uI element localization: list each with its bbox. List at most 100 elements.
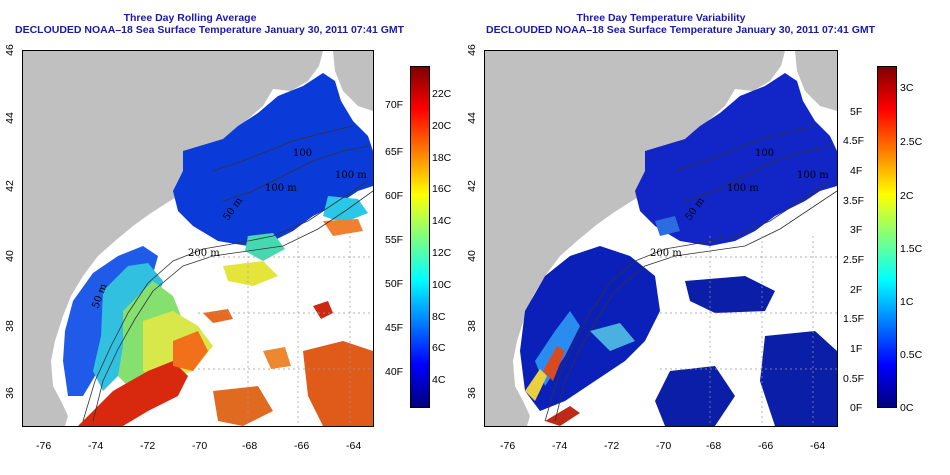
left-xtick-label: -68 — [242, 440, 258, 452]
left-ytick-label: 38 — [3, 320, 16, 332]
right-title-line1: Three Day Temperature Variability — [576, 12, 746, 24]
right-cbar-fahrenheit-label: 2F — [850, 284, 863, 296]
left-xtick-label: -70 — [192, 440, 208, 452]
right-cbar-fahrenheit-label: 2.5F — [843, 254, 865, 266]
right-xtick-label: -72 — [604, 440, 620, 452]
right-nova-scotia — [795, 51, 837, 111]
right-low-variability — [635, 73, 837, 246]
left-xtick-label: -64 — [346, 440, 362, 452]
right-map-canvas: 100 100 m 100 m 50 m 200 m — [485, 51, 837, 426]
right-cbar-celsius-label: 2C — [900, 190, 914, 202]
left-cbar-fahrenheit-label: 55F — [385, 234, 404, 246]
left-gulf-stream-orange — [173, 331, 208, 371]
left-xtick-label: -76 — [36, 440, 52, 452]
left-ytick-label: 46 — [3, 44, 16, 56]
left-cold-shelf-water — [173, 73, 373, 246]
right-island — [563, 62, 571, 68]
right-xtick-label: -74 — [552, 440, 568, 452]
left-landmass — [23, 51, 323, 426]
left-cbar-celsius-label: 10C — [432, 279, 452, 291]
right-title-line2: DECLOUDED NOAA–18 Sea Surface Temperatur… — [486, 24, 876, 36]
left-nova-scotia — [333, 51, 373, 111]
left-cbar-celsius-label: 18C — [432, 152, 452, 164]
left-cbar-celsius-label: 14C — [432, 215, 452, 227]
left-island — [101, 62, 109, 68]
left-ytick-label: 42 — [3, 180, 16, 192]
left-cbar-celsius-label: 22C — [432, 88, 452, 100]
right-colorbar — [877, 66, 897, 408]
left-contour-line — [82, 180, 369, 422]
left-grid — [198, 236, 373, 426]
right-xtick-label: -66 — [758, 440, 774, 452]
right-cbar-fahrenheit-label: 5F — [850, 106, 863, 118]
left-contour-line — [92, 190, 373, 422]
right-ytick-label: 36 — [465, 387, 478, 399]
left-ytick-label: 40 — [3, 250, 16, 262]
left-warm-patch — [213, 386, 273, 426]
right-landmass — [485, 51, 785, 426]
right-ytick-label: 44 — [465, 112, 478, 124]
right-xtick-label: -70 — [656, 440, 672, 452]
right-xtick-label: -68 — [706, 440, 722, 452]
left-xtick-label: -66 — [294, 440, 310, 452]
right-contour-label: 100 m — [727, 183, 759, 194]
left-cbar-celsius-label: 12C — [432, 247, 452, 259]
left-warm-patch — [263, 347, 291, 369]
right-island — [587, 105, 593, 121]
right-contour-line — [544, 180, 831, 422]
left-cbar-fahrenheit-label: 50F — [385, 278, 404, 290]
right-cbar-fahrenheit-label: 0F — [850, 402, 863, 414]
right-low-variability — [655, 366, 735, 426]
right-low-variability — [685, 276, 775, 313]
left-cbar-fahrenheit-label: 65F — [385, 146, 404, 158]
left-map-canvas: 100 100 m 100 m 50 m 200 m 50 m — [23, 51, 373, 426]
right-ytick-label: 40 — [465, 250, 478, 262]
left-cbar-celsius-label: 16C — [432, 183, 452, 195]
right-xtick-label: -64 — [810, 440, 826, 452]
right-ytick-label: 38 — [465, 320, 478, 332]
right-xtick-label: -76 — [500, 440, 516, 452]
left-ytick-label: 36 — [3, 387, 16, 399]
left-warm-patch — [303, 341, 373, 426]
right-contour-line — [674, 125, 816, 172]
left-contour-line — [212, 125, 354, 172]
left-cbar-celsius-label: 6C — [432, 342, 446, 354]
right-cbar-fahrenheit-label: 4F — [850, 165, 863, 177]
right-grid — [660, 236, 837, 426]
right-cbar-fahrenheit-label: 4.5F — [843, 135, 865, 147]
left-warm-patch — [203, 309, 233, 323]
left-cbar-celsius-label: 20C — [432, 120, 452, 132]
left-cbar-fahrenheit-label: 60F — [385, 190, 404, 202]
right-cbar-celsius-label: 3C — [900, 82, 914, 94]
left-contour-line — [222, 145, 369, 202]
left-contour-label: 100 m — [265, 183, 297, 194]
right-high-variability — [525, 369, 547, 401]
left-cbar-celsius-label: 8C — [432, 311, 446, 323]
right-low-variability — [760, 331, 837, 426]
right-mid-variability — [655, 216, 680, 236]
left-contour-label: 100 m — [335, 170, 367, 181]
left-sst-map: 100 100 m 100 m 50 m 200 m 50 m — [22, 50, 374, 427]
left-island — [125, 105, 131, 121]
left-colorbar — [410, 66, 430, 408]
left-cbar-fahrenheit-label: 70F — [385, 99, 404, 111]
left-title-line1: Three Day Rolling Average — [123, 12, 257, 24]
right-high-variability — [545, 406, 580, 426]
right-cbar-fahrenheit-label: 3F — [850, 224, 863, 236]
right-contour-line — [684, 145, 831, 202]
left-xtick-label: -72 — [140, 440, 156, 452]
left-orange-patch — [323, 219, 363, 236]
left-yellow-patch — [223, 261, 278, 286]
left-ytick-label: 44 — [3, 112, 16, 124]
left-contour-label: 200 m — [188, 248, 220, 259]
right-cbar-celsius-label: 2.5C — [900, 136, 923, 148]
right-cbar-celsius-label: 1C — [900, 296, 914, 308]
left-warm-patch — [313, 301, 333, 319]
right-ytick-label: 46 — [465, 44, 478, 56]
left-cbar-fahrenheit-label: 40F — [385, 366, 404, 378]
right-cbar-celsius-label: 1.5C — [900, 243, 923, 255]
right-variability-map: 100 100 m 100 m 50 m 200 m — [484, 50, 838, 427]
right-cbar-fahrenheit-label: 0.5F — [843, 373, 865, 385]
right-contour-label: 200 m — [650, 248, 682, 259]
right-contour-label: 100 — [755, 148, 774, 159]
